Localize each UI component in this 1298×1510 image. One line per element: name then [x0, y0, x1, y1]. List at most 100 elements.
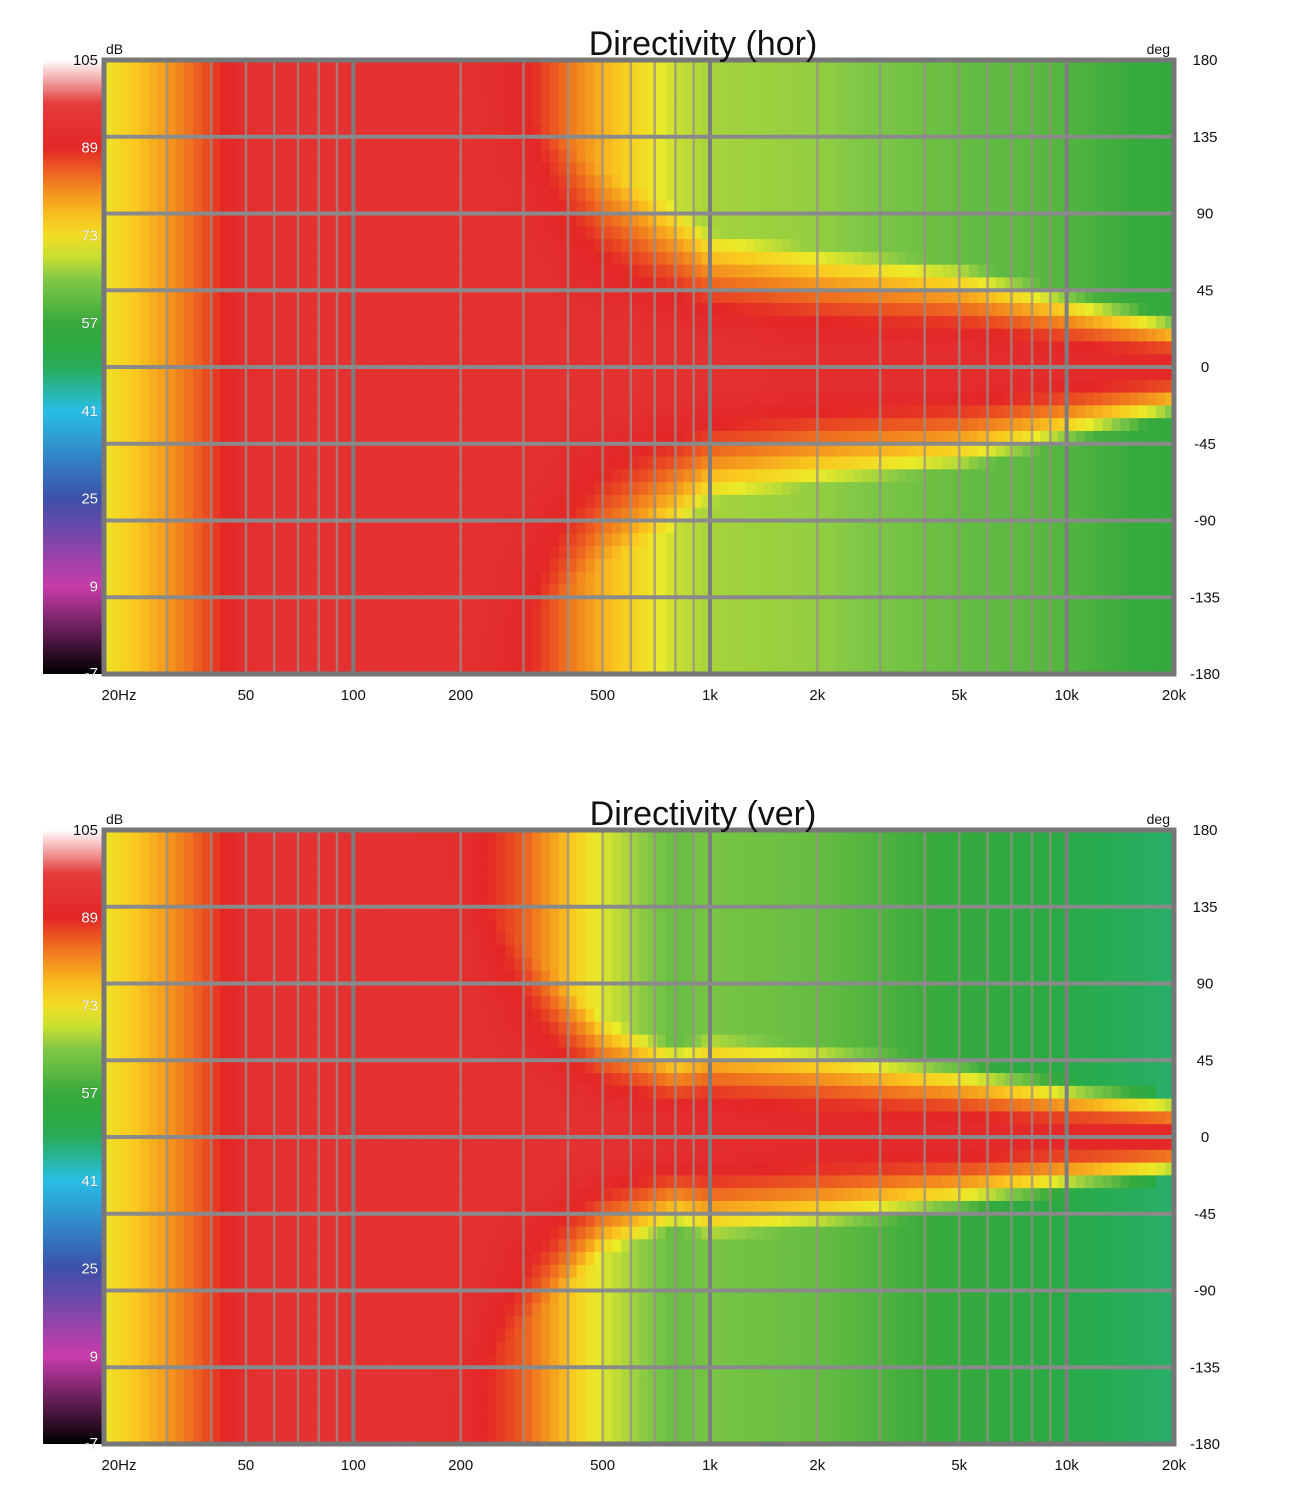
heatmap-cell [986, 251, 997, 266]
heatmap-cell [300, 162, 310, 176]
heatmap-cell [861, 290, 872, 304]
heatmap-cell [273, 226, 283, 240]
heatmap-cell [737, 200, 747, 215]
heatmap-cell [772, 187, 783, 202]
heatmap-cell [121, 251, 132, 266]
heatmap-cell [246, 597, 257, 611]
heatmap-cell [772, 175, 783, 189]
heatmap-cell [451, 239, 462, 253]
heatmap-cell [193, 328, 203, 343]
heatmap-cell [772, 111, 783, 125]
heatmap-cell [344, 494, 355, 509]
heatmap-cell [237, 136, 248, 151]
heatmap-cell [844, 175, 854, 189]
heatmap-cell [790, 635, 801, 650]
heatmap-cell [1013, 136, 1024, 151]
heatmap-cell [728, 277, 738, 291]
heatmap-cell [701, 648, 711, 662]
heatmap-cell [353, 85, 364, 99]
heatmap-cell [879, 597, 890, 611]
heatmap-cell [505, 430, 515, 445]
heatmap-cell [603, 469, 613, 483]
heatmap-cell [781, 622, 792, 637]
heatmap-cell [639, 328, 649, 343]
heatmap-cell [202, 571, 212, 586]
heatmap-cell [710, 597, 720, 611]
heatmap-cell [728, 264, 738, 279]
heatmap-cell [273, 379, 283, 394]
heatmap-cell [1004, 635, 1015, 650]
heatmap-cell [380, 469, 390, 483]
heatmap-cell [416, 597, 426, 611]
heatmap-cell [621, 635, 631, 650]
heatmap-cell [701, 341, 711, 355]
heatmap-cell [897, 533, 908, 547]
heatmap-cell [228, 418, 239, 432]
heatmap-cell [1004, 354, 1015, 368]
heatmap-cell [309, 290, 319, 304]
heatmap-cell [844, 456, 854, 470]
heatmap-cell [335, 187, 346, 202]
heatmap-cell [692, 443, 703, 458]
heatmap-cell [460, 571, 471, 586]
heatmap-cell [968, 597, 979, 611]
heatmap-cell [362, 149, 373, 163]
heatmap-cell [273, 303, 283, 317]
heatmap-cell [710, 392, 720, 406]
heatmap-cell [407, 610, 417, 624]
heatmap-cell [309, 622, 319, 637]
heatmap-cell [460, 239, 471, 253]
heatmap-cell [826, 187, 836, 202]
heatmap-cell [719, 136, 729, 151]
heatmap-cell [514, 290, 524, 304]
heatmap-cell [558, 175, 569, 189]
heatmap-cell [737, 149, 747, 163]
heatmap-cell [585, 494, 596, 509]
heatmap-cell [897, 303, 908, 317]
heatmap-cell [647, 520, 658, 534]
heatmap-cell [478, 187, 489, 202]
heatmap-cell [309, 136, 319, 151]
heatmap-cell [175, 60, 185, 74]
heatmap-cell [309, 597, 319, 611]
heatmap-cell [897, 149, 908, 163]
heatmap-cell [853, 200, 863, 215]
heatmap-cell [469, 533, 480, 547]
heatmap-cell [781, 98, 792, 112]
heatmap-cell [594, 162, 604, 176]
heatmap-cell [496, 571, 506, 586]
heatmap-cell [772, 149, 783, 163]
heatmap-cell [594, 315, 604, 330]
heatmap-cell [853, 187, 863, 202]
heatmap-cell [960, 546, 970, 560]
heatmap-cell [469, 456, 480, 470]
heatmap-cell [977, 661, 988, 675]
heatmap-cell [549, 239, 560, 253]
heatmap-cell [977, 482, 988, 496]
heatmap-cell [639, 72, 649, 87]
heatmap-cell [130, 533, 141, 547]
heatmap-cell [870, 622, 881, 637]
heatmap-cell [540, 379, 551, 394]
heatmap-cell [585, 213, 596, 227]
heatmap-cell [808, 392, 818, 406]
heatmap-cell [835, 264, 845, 279]
heatmap-cell [630, 648, 640, 662]
heatmap-cell [861, 430, 872, 445]
heatmap-cell [273, 367, 283, 381]
heatmap-cell [104, 277, 114, 291]
heatmap-cell [942, 610, 952, 624]
heatmap-cell [567, 661, 578, 675]
heatmap-cell [674, 494, 685, 509]
heatmap-cell [674, 162, 685, 176]
heatmap-cell [754, 60, 765, 74]
heatmap-cell [398, 558, 408, 573]
heatmap-cell [977, 85, 988, 99]
heatmap-cell [540, 341, 551, 355]
heatmap-cell [532, 558, 542, 573]
heatmap-cell [398, 303, 408, 317]
heatmap-cells [104, 60, 1175, 675]
heatmap-cell [701, 111, 711, 125]
heatmap-cell [335, 315, 346, 330]
heatmap-cell [1004, 546, 1015, 560]
